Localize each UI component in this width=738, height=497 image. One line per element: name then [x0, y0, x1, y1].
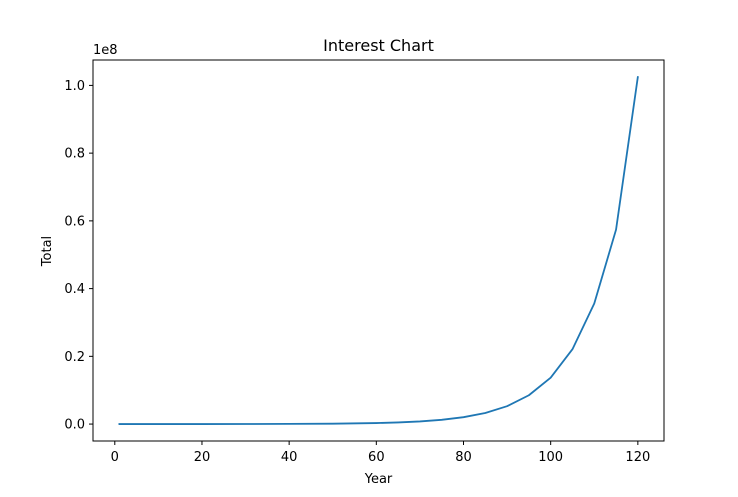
- x-tick-label: 60: [368, 450, 385, 465]
- y-offset-label: 1e8: [93, 43, 118, 58]
- y-tick-label: 0.4: [64, 282, 85, 297]
- y-tick-label: 0.6: [64, 214, 85, 229]
- x-tick-label: 80: [455, 450, 472, 465]
- y-tick-label: 0.8: [64, 147, 85, 162]
- x-tick-label: 20: [194, 450, 211, 465]
- y-tick-label: 0.0: [64, 418, 85, 433]
- x-tick-label: 40: [281, 450, 298, 465]
- chart-title: Interest Chart: [323, 36, 434, 55]
- y-tick-label: 0.2: [64, 350, 85, 365]
- axes-frame: [92, 59, 665, 442]
- plot-area: 0 20 40 60 80 100 120 0.0 0.2 0.4 0.6 0.8 1.0: [64, 59, 665, 465]
- series-line-0: [118, 76, 639, 425]
- x-axis-label: Year: [364, 472, 393, 487]
- x-tick-label: 0: [111, 450, 119, 465]
- x-tick-label: 100: [538, 450, 563, 465]
- y-tick-label: 1.0: [64, 79, 85, 94]
- x-tick-label: 120: [625, 450, 650, 465]
- y-axis-label: Total: [40, 236, 55, 267]
